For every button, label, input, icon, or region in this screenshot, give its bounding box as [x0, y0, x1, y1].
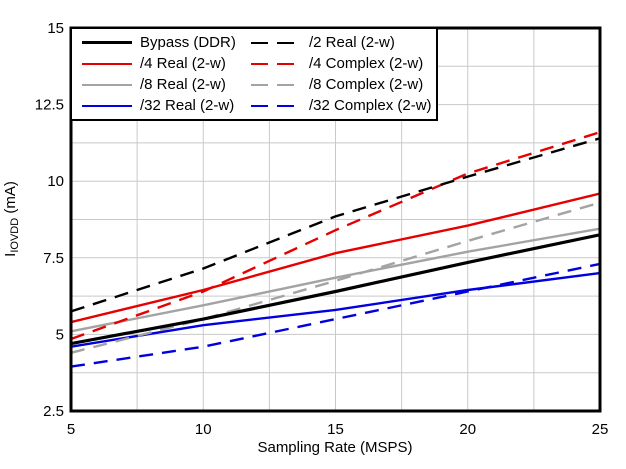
legend-line-sample-dashed	[251, 62, 301, 65]
y-tick-label: 7.5	[43, 250, 64, 267]
legend-label: /32 Real (2-w)	[140, 97, 235, 114]
legend-label: /8 Real (2-w)	[140, 76, 226, 93]
y-tick-label: 10	[47, 173, 64, 190]
x-tick-label: 15	[327, 421, 344, 438]
legend-item: /32 Real (2-w)	[82, 98, 251, 113]
series-line--32-complex-2-w-	[71, 262, 600, 368]
legend-label: /2 Real (2-w)	[309, 34, 395, 51]
y-axis-label: IIOVDD (mA)	[2, 181, 21, 257]
x-tick-label: 25	[592, 421, 609, 438]
legend-item: /2 Real (2-w)	[251, 35, 432, 50]
y-axis-label-base: I	[2, 253, 19, 257]
series-line--4-complex-2-w-	[71, 131, 600, 341]
legend-item: /4 Real (2-w)	[82, 56, 251, 71]
legend-item: /8 Complex (2-w)	[251, 77, 432, 92]
series-line--4-real-2-w-	[71, 192, 600, 324]
y-tick-label: 15	[47, 20, 64, 37]
legend-item: Bypass (DDR)	[82, 35, 251, 50]
legend: Bypass (DDR) /2 Real (2-w) /4 Real (2-w) /4…	[70, 27, 438, 121]
series-line-bypass-ddr-	[71, 233, 600, 346]
legend-line-sample-solid	[82, 41, 132, 44]
legend-line-sample-solid	[82, 104, 132, 107]
y-axis-label-unit: (mA)	[2, 181, 19, 218]
gridlines	[71, 28, 600, 411]
series-lines	[71, 131, 600, 368]
y-axis-label-subscript: IOVDD	[9, 218, 21, 253]
series-line--32-real-2-w-	[71, 271, 600, 348]
y-tick-label: 12.5	[35, 97, 64, 114]
x-tick-label: 20	[459, 421, 476, 438]
legend-line-sample-solid	[82, 62, 132, 65]
series-line--2-real-2-w-	[71, 137, 600, 313]
legend-label: /32 Complex (2-w)	[309, 97, 432, 114]
y-tick-label: 5	[56, 326, 64, 343]
legend-line-sample-dashed	[251, 83, 301, 86]
legend-line-sample-dashed	[251, 41, 301, 44]
legend-label: /8 Complex (2-w)	[309, 76, 424, 93]
legend-line-sample-dashed	[251, 104, 301, 107]
y-tick-label: 2.5	[43, 403, 64, 420]
x-axis-label: Sampling Rate (MSPS)	[257, 439, 412, 456]
legend-line-sample-solid	[82, 83, 132, 86]
legend-item: /32 Complex (2-w)	[251, 98, 432, 113]
x-tick-label: 10	[195, 421, 212, 438]
legend-label: /4 Real (2-w)	[140, 55, 226, 72]
legend-item: /4 Complex (2-w)	[251, 56, 432, 71]
x-tick-label: 5	[67, 421, 75, 438]
legend-item: /8 Real (2-w)	[82, 77, 251, 92]
legend-label: /4 Complex (2-w)	[309, 55, 424, 72]
legend-label: Bypass (DDR)	[140, 34, 236, 51]
series-line--8-real-2-w-	[71, 227, 600, 333]
